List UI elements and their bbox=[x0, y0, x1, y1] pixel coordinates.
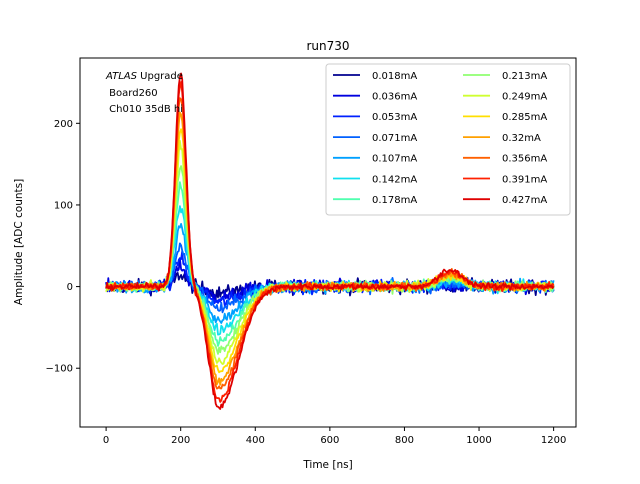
legend-label: 0.036mA bbox=[372, 92, 417, 103]
series-line bbox=[105, 72, 555, 410]
legend-label: 0.32mA bbox=[502, 133, 541, 144]
plot-frame bbox=[79, 57, 577, 428]
annotation-channel: Ch010 35dB hi bbox=[106, 104, 183, 115]
x-tick-label: 200 bbox=[171, 435, 190, 446]
annotation-upgrade: Upgrade bbox=[137, 71, 183, 82]
x-tick-label: 1200 bbox=[541, 435, 566, 446]
y-axis-label: Amplitude [ADC counts] bbox=[13, 179, 25, 305]
plot-area bbox=[79, 57, 577, 428]
legend-label: 0.107mA bbox=[372, 154, 417, 165]
legend-label: 0.178mA bbox=[372, 195, 417, 206]
y-tick-label: 200 bbox=[54, 119, 73, 130]
legend-frame bbox=[325, 63, 571, 216]
y-tick-label: 100 bbox=[54, 200, 73, 211]
chart-title: run730 bbox=[306, 39, 349, 53]
legend-label: 0.053mA bbox=[372, 112, 417, 123]
legend-items: 0.018mA 0.036mA 0.053mA 0.071mA 0.107mA 0.142… bbox=[333, 71, 547, 206]
svg-text:ATLAS Upgrade: ATLAS Upgrade bbox=[105, 71, 183, 82]
annotation-board: Board260 bbox=[106, 88, 158, 99]
legend-label: 0.249mA bbox=[502, 92, 547, 103]
x-tick-label: 0 bbox=[103, 435, 109, 446]
series-group bbox=[105, 72, 555, 410]
annotation-atlas: ATLAS bbox=[105, 71, 138, 82]
atlas-annotation: ATLAS Upgrade Board260 Ch010 35dB hi bbox=[105, 71, 183, 115]
y-axis-ticks: −100 0 100 200 bbox=[46, 119, 80, 375]
legend-label: 0.213mA bbox=[502, 71, 547, 82]
x-tick-label: 600 bbox=[320, 435, 339, 446]
y-tick-label: −100 bbox=[46, 364, 73, 375]
legend-label: 0.427mA bbox=[502, 195, 547, 206]
legend-label: 0.071mA bbox=[372, 133, 417, 144]
legend-label: 0.356mA bbox=[502, 154, 547, 165]
x-axis-label: Time [ns] bbox=[302, 459, 352, 471]
x-axis-ticks: 0 200 400 600 800 1000 1200 bbox=[103, 427, 566, 446]
x-tick-label: 400 bbox=[246, 435, 265, 446]
y-tick-label: 0 bbox=[67, 282, 73, 293]
legend: 0.018mA 0.036mA 0.053mA 0.071mA 0.107mA 0.142… bbox=[325, 63, 571, 216]
legend-label: 0.285mA bbox=[502, 112, 547, 123]
legend-label: 0.142mA bbox=[372, 174, 417, 185]
x-tick-label: 800 bbox=[395, 435, 414, 446]
x-tick-label: 1000 bbox=[466, 435, 491, 446]
legend-label: 0.391mA bbox=[502, 174, 547, 185]
legend-label: 0.018mA bbox=[372, 71, 417, 82]
